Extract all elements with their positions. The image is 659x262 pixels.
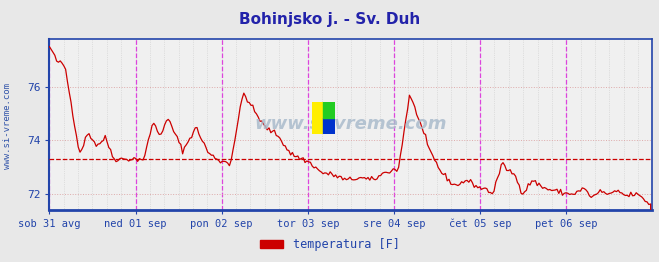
Text: www.si-vreme.com: www.si-vreme.com (254, 116, 447, 133)
Legend: temperatura [F]: temperatura [F] (255, 234, 404, 256)
Text: www.si-vreme.com: www.si-vreme.com (3, 83, 13, 169)
Text: Bohinjsko j. - Sv. Duh: Bohinjsko j. - Sv. Duh (239, 12, 420, 27)
